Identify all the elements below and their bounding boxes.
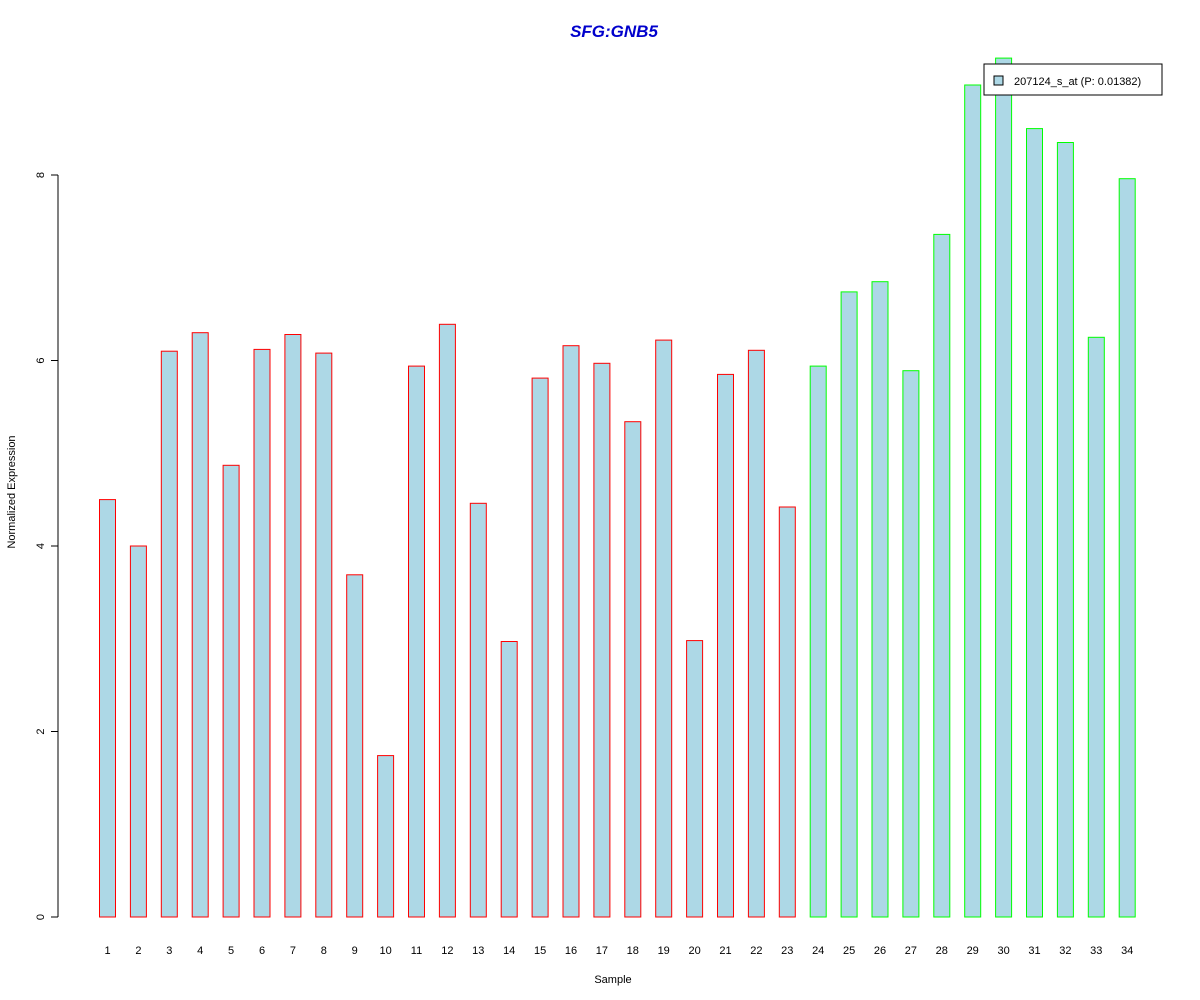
bar-sample-15 (531, 377, 549, 918)
legend-swatch (993, 75, 1004, 86)
bar-sample-4 (191, 332, 209, 918)
x-tick-label: 26 (874, 945, 886, 957)
x-tick-label: 28 (936, 945, 948, 957)
x-tick-label: 6 (259, 945, 265, 957)
bar-sample-28 (933, 233, 951, 918)
bar-sample-16 (562, 345, 580, 918)
x-tick-label: 5 (228, 945, 234, 957)
x-tick-label: 33 (1090, 945, 1102, 957)
x-tick-label: 10 (379, 945, 391, 957)
bar-sample-24 (809, 365, 827, 918)
bar-sample-27 (902, 370, 920, 918)
bar-sample-34 (1118, 178, 1136, 918)
bar-sample-8 (315, 352, 333, 918)
x-tick-label: 30 (997, 945, 1009, 957)
x-tick-label: 13 (472, 945, 484, 957)
x-tick-label: 25 (843, 945, 855, 957)
bar-sample-20 (686, 640, 704, 918)
x-tick-label: 12 (441, 945, 453, 957)
bar-sample-11 (408, 365, 425, 918)
bar-sample-14 (500, 641, 518, 918)
bar-sample-9 (346, 574, 364, 918)
bar-sample-32 (1056, 142, 1074, 918)
x-tick-label: 19 (658, 945, 670, 957)
bar-sample-5 (222, 464, 240, 918)
legend: 207124_s_at (P: 0.01382) (983, 63, 1163, 96)
x-tick-label: 4 (197, 945, 203, 957)
x-tick-label: 17 (596, 945, 608, 957)
x-tick-label: 16 (565, 945, 577, 957)
x-tick-label: 22 (750, 945, 762, 957)
bar-sample-6 (253, 348, 271, 918)
legend-box (983, 63, 1163, 96)
bar-sample-12 (438, 323, 456, 918)
x-tick-label: 20 (688, 945, 700, 957)
x-tick-label: 8 (321, 945, 327, 957)
x-tick-label: 24 (812, 945, 824, 957)
y-tick-label: 8 (35, 172, 47, 178)
x-tick-label: 7 (290, 945, 296, 957)
x-tick-label: 21 (719, 945, 731, 957)
y-tick-label: 4 (35, 543, 47, 549)
x-tick-label: 15 (534, 945, 546, 957)
x-tick-label: 9 (352, 945, 358, 957)
bar-sample-2 (129, 545, 147, 918)
x-tick-label: 1 (104, 945, 110, 957)
bar-sample-31 (1026, 128, 1043, 918)
bar-sample-22 (747, 349, 765, 918)
x-tick-label: 11 (411, 945, 422, 957)
x-tick-label: 29 (967, 945, 979, 957)
bar-sample-33 (1087, 336, 1105, 918)
y-tick-label: 0 (35, 914, 47, 920)
chart-title: SFG:GNB5 (570, 22, 658, 41)
y-tick-label: 6 (35, 357, 47, 363)
bar-sample-7 (284, 334, 302, 918)
bar-sample-21 (717, 373, 734, 918)
y-tick-label: 2 (35, 728, 47, 734)
bar-sample-23 (778, 506, 796, 918)
legend-label: 207124_s_at (P: 0.01382) (1014, 76, 1141, 88)
x-tick-label: 31 (1028, 945, 1040, 957)
x-tick-label: 2 (135, 945, 141, 957)
x-tick-label: 27 (905, 945, 917, 957)
y-axis: 0 2 4 6 8 (35, 172, 59, 920)
bar-sample-30 (995, 57, 1013, 918)
x-tick-labels: 1 2 3 4 5 6 7 8 9 10 11 12 13 14 15 16 17 18 19 20 21 22 23 24 2… (104, 945, 1133, 957)
x-tick-label: 32 (1059, 945, 1071, 957)
bar-sample-19 (655, 339, 673, 918)
x-tick-label: 34 (1121, 945, 1133, 957)
x-tick-label: 23 (781, 945, 793, 957)
x-tick-label: 18 (627, 945, 639, 957)
bar-sample-29 (964, 84, 982, 918)
bars (99, 57, 1136, 918)
bar-sample-17 (593, 362, 611, 918)
bar-sample-10 (377, 755, 395, 918)
bar-sample-13 (469, 502, 487, 918)
x-axis-label: Sample (594, 974, 631, 986)
bar-sample-18 (624, 421, 642, 918)
y-axis-label: Normalized Expression (6, 435, 18, 548)
bar-sample-26 (871, 281, 889, 918)
bar-sample-1 (99, 499, 116, 918)
bar-sample-25 (840, 291, 858, 918)
bar-sample-3 (160, 350, 178, 918)
x-tick-label: 14 (503, 945, 515, 957)
x-tick-label: 3 (166, 945, 172, 957)
